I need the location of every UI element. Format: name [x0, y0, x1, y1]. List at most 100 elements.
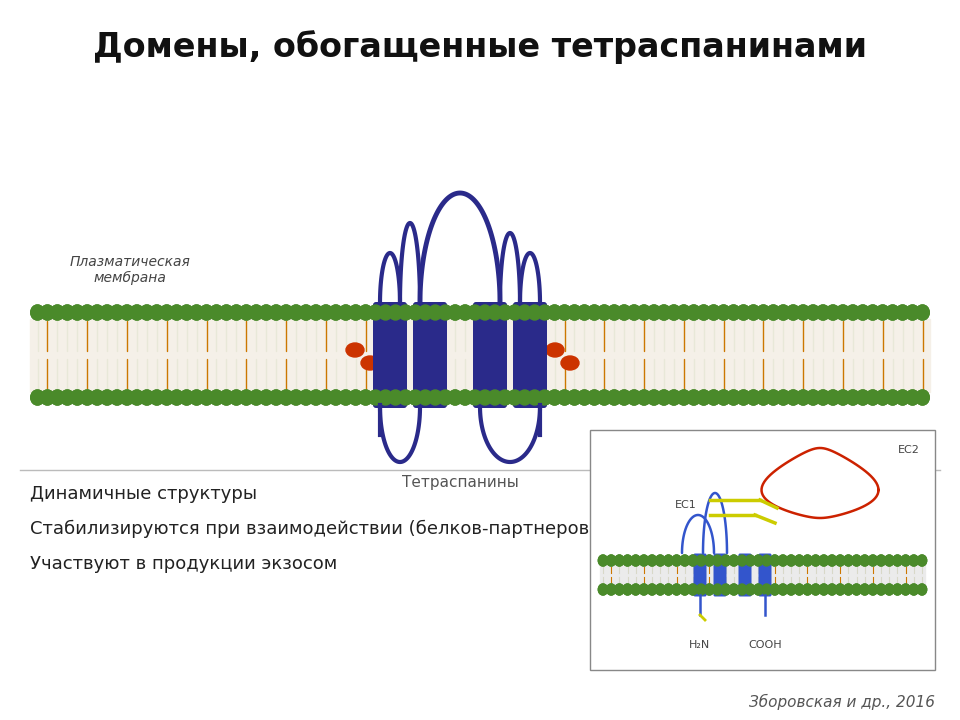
- Ellipse shape: [270, 305, 283, 320]
- Ellipse shape: [852, 555, 861, 566]
- Ellipse shape: [319, 305, 332, 320]
- Ellipse shape: [348, 390, 363, 405]
- Ellipse shape: [730, 555, 738, 566]
- Ellipse shape: [339, 390, 352, 405]
- Ellipse shape: [458, 390, 471, 405]
- Ellipse shape: [901, 584, 910, 595]
- Ellipse shape: [628, 305, 641, 320]
- Ellipse shape: [359, 390, 372, 405]
- Ellipse shape: [803, 555, 812, 566]
- Ellipse shape: [468, 305, 482, 320]
- Ellipse shape: [131, 305, 144, 320]
- Ellipse shape: [190, 305, 204, 320]
- Ellipse shape: [844, 555, 853, 566]
- Ellipse shape: [906, 390, 920, 405]
- Ellipse shape: [696, 584, 706, 595]
- Ellipse shape: [160, 390, 174, 405]
- Ellipse shape: [548, 305, 562, 320]
- Ellipse shape: [779, 555, 787, 566]
- Ellipse shape: [120, 390, 133, 405]
- Ellipse shape: [866, 390, 879, 405]
- Ellipse shape: [498, 390, 512, 405]
- Ellipse shape: [884, 555, 894, 566]
- Ellipse shape: [458, 390, 471, 405]
- Ellipse shape: [528, 390, 541, 405]
- Ellipse shape: [389, 305, 402, 320]
- Ellipse shape: [909, 555, 919, 566]
- Ellipse shape: [439, 305, 452, 320]
- Ellipse shape: [180, 305, 193, 320]
- FancyBboxPatch shape: [413, 302, 447, 408]
- Ellipse shape: [567, 390, 581, 405]
- Ellipse shape: [747, 305, 760, 320]
- FancyBboxPatch shape: [473, 302, 507, 408]
- Ellipse shape: [737, 584, 747, 595]
- Ellipse shape: [901, 555, 910, 566]
- Ellipse shape: [705, 584, 714, 595]
- Ellipse shape: [300, 305, 313, 320]
- Ellipse shape: [819, 555, 828, 566]
- Ellipse shape: [60, 305, 74, 320]
- Ellipse shape: [597, 390, 612, 405]
- Ellipse shape: [558, 390, 571, 405]
- Ellipse shape: [637, 390, 651, 405]
- Ellipse shape: [379, 390, 393, 405]
- Ellipse shape: [893, 555, 902, 566]
- Ellipse shape: [240, 305, 253, 320]
- Ellipse shape: [40, 390, 54, 405]
- Ellipse shape: [319, 390, 332, 405]
- Ellipse shape: [844, 584, 853, 595]
- Ellipse shape: [259, 390, 273, 405]
- Ellipse shape: [339, 305, 352, 320]
- Ellipse shape: [806, 305, 820, 320]
- Ellipse shape: [786, 555, 796, 566]
- Ellipse shape: [348, 390, 363, 405]
- Ellipse shape: [721, 584, 731, 595]
- Ellipse shape: [835, 555, 845, 566]
- Ellipse shape: [428, 390, 442, 405]
- Ellipse shape: [717, 390, 731, 405]
- Ellipse shape: [110, 390, 124, 405]
- Ellipse shape: [811, 555, 821, 566]
- Ellipse shape: [876, 584, 886, 595]
- Ellipse shape: [567, 305, 581, 320]
- Ellipse shape: [797, 390, 810, 405]
- Ellipse shape: [811, 555, 821, 566]
- Ellipse shape: [81, 305, 94, 320]
- Ellipse shape: [508, 305, 521, 320]
- Ellipse shape: [279, 305, 293, 320]
- Ellipse shape: [727, 390, 740, 405]
- Ellipse shape: [588, 305, 601, 320]
- Ellipse shape: [677, 305, 690, 320]
- Ellipse shape: [40, 305, 54, 320]
- Ellipse shape: [828, 584, 837, 595]
- Ellipse shape: [90, 390, 104, 405]
- Ellipse shape: [120, 305, 133, 320]
- Ellipse shape: [777, 305, 790, 320]
- Ellipse shape: [672, 555, 682, 566]
- Ellipse shape: [468, 305, 482, 320]
- Ellipse shape: [816, 390, 829, 405]
- Ellipse shape: [687, 390, 701, 405]
- Ellipse shape: [489, 305, 502, 320]
- Ellipse shape: [439, 305, 452, 320]
- Ellipse shape: [588, 390, 601, 405]
- Ellipse shape: [687, 390, 701, 405]
- Ellipse shape: [786, 390, 800, 405]
- Ellipse shape: [270, 390, 283, 405]
- Ellipse shape: [300, 390, 313, 405]
- Ellipse shape: [721, 555, 731, 566]
- Ellipse shape: [707, 390, 720, 405]
- Ellipse shape: [836, 305, 850, 320]
- Ellipse shape: [289, 390, 302, 405]
- Ellipse shape: [688, 555, 698, 566]
- Ellipse shape: [688, 584, 698, 595]
- Ellipse shape: [721, 555, 731, 566]
- Ellipse shape: [578, 390, 591, 405]
- Ellipse shape: [868, 584, 877, 595]
- Ellipse shape: [705, 584, 714, 595]
- Ellipse shape: [588, 305, 601, 320]
- Ellipse shape: [767, 390, 780, 405]
- Ellipse shape: [309, 390, 323, 405]
- Ellipse shape: [289, 305, 302, 320]
